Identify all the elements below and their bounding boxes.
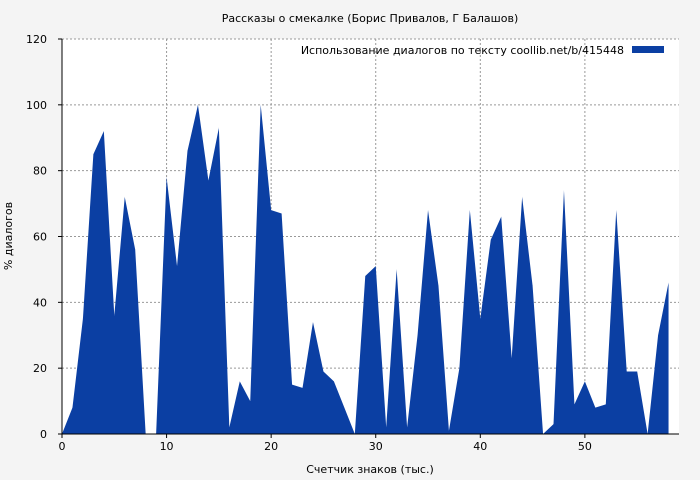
legend-label: Использование диалогов по тексту coollib… [301, 44, 624, 57]
y-tick-label: 100 [26, 99, 47, 112]
x-tick-label: 10 [160, 440, 174, 453]
y-tick-label: 80 [33, 165, 47, 178]
y-tick-label: 120 [26, 33, 47, 46]
y-axis-ticks: 0 20 40 60 80 100 120 [26, 33, 62, 441]
series-area [62, 104, 669, 434]
x-tick-label: 40 [473, 440, 487, 453]
y-tick-label: 60 [33, 231, 47, 244]
x-tick-label: 0 [59, 440, 66, 453]
legend: Использование диалогов по тексту coollib… [301, 44, 664, 57]
x-tick-label: 50 [578, 440, 592, 453]
chart-title: Рассказы о смекалке (Борис Привалов, Г Б… [222, 12, 519, 25]
y-tick-label: 40 [33, 296, 47, 309]
x-axis-label: Счетчик знаков (тыс.) [306, 463, 434, 476]
x-tick-label: 20 [264, 440, 278, 453]
y-tick-label: 20 [33, 362, 47, 375]
y-tick-label: 0 [40, 428, 47, 441]
legend-swatch [632, 46, 664, 53]
y-axis-label: % диалогов [2, 202, 15, 270]
x-tick-label: 30 [369, 440, 383, 453]
x-axis-ticks: 0 10 20 30 40 50 [59, 434, 592, 453]
